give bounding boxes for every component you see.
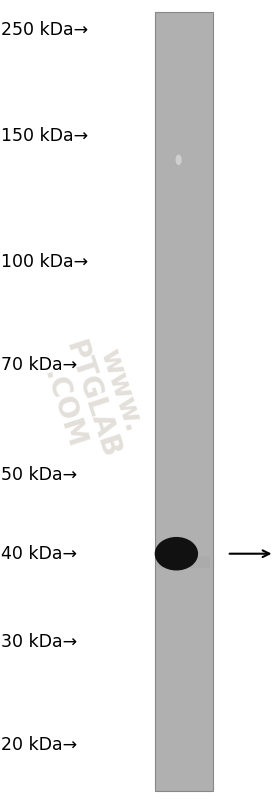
- Text: 40 kDa→: 40 kDa→: [1, 545, 77, 562]
- Text: 70 kDa→: 70 kDa→: [1, 356, 78, 374]
- Text: 250 kDa→: 250 kDa→: [1, 22, 88, 39]
- Ellipse shape: [176, 155, 182, 165]
- Text: 50 kDa→: 50 kDa→: [1, 467, 78, 484]
- Text: 150 kDa→: 150 kDa→: [1, 127, 88, 145]
- Text: 30 kDa→: 30 kDa→: [1, 634, 78, 651]
- Bar: [155, 12, 213, 791]
- Bar: [158, 556, 210, 568]
- Ellipse shape: [155, 537, 198, 570]
- Text: 100 kDa→: 100 kDa→: [1, 253, 88, 271]
- Text: www.
PTGLAB
.COM: www. PTGLAB .COM: [31, 328, 153, 471]
- Text: 20 kDa→: 20 kDa→: [1, 736, 78, 753]
